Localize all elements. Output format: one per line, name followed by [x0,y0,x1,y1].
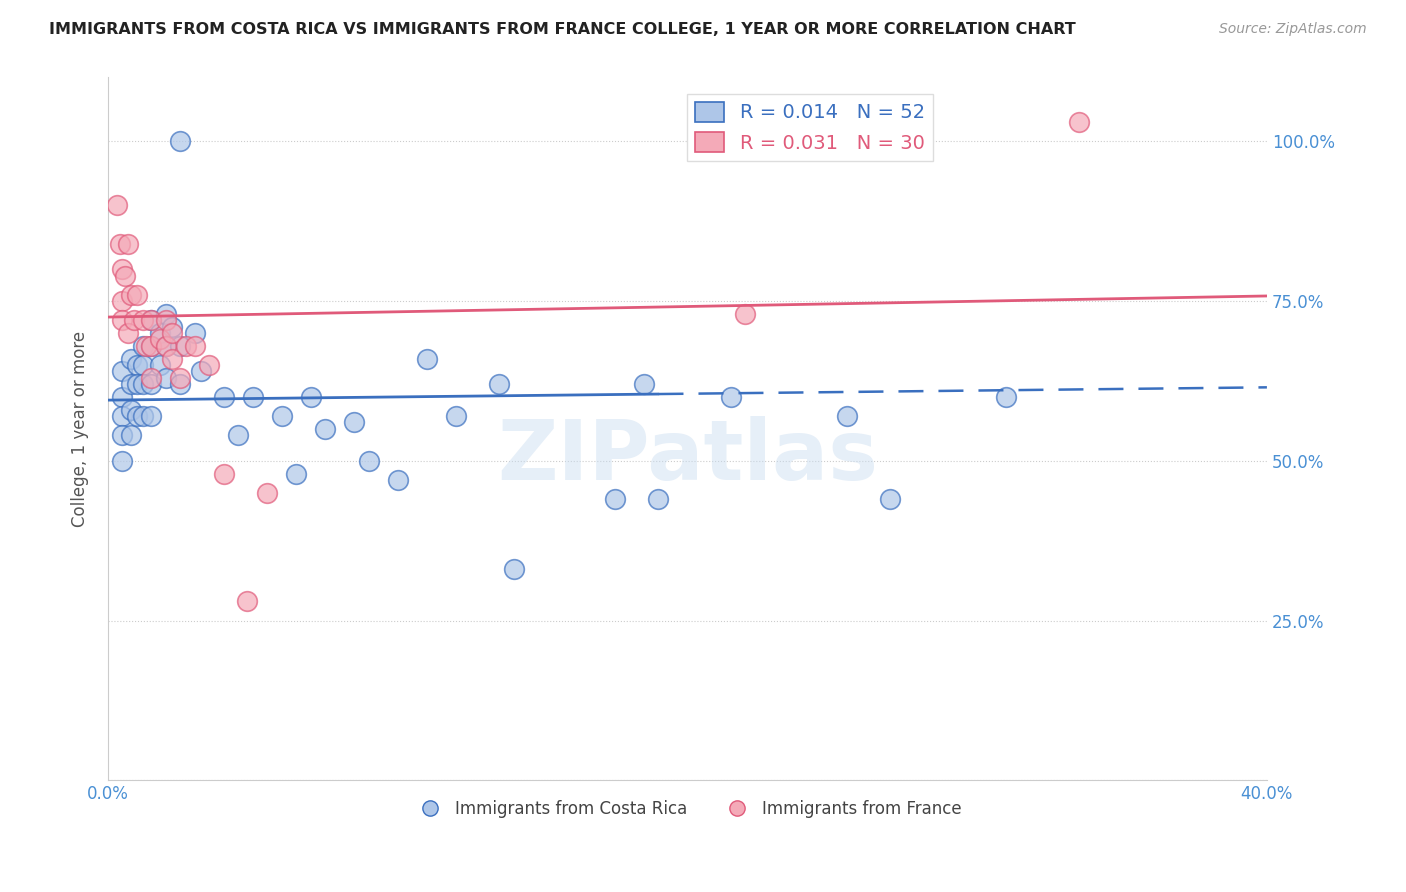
Point [125,358,148,372]
Point [633,377,655,392]
Point [228,428,250,442]
Point [132,409,155,423]
Point [111,454,134,468]
Point [734,307,756,321]
Point [132,339,155,353]
Point [125,377,148,392]
Point [155,307,177,321]
Point [155,370,177,384]
Point [141,339,163,353]
Point [132,358,155,372]
Point [117,326,139,340]
Point [212,467,235,481]
Point [444,409,467,423]
Point [155,313,177,327]
Point [120,428,142,442]
Point [125,287,148,301]
Point [184,326,207,340]
Point [111,313,134,327]
Point [149,326,172,340]
Point [149,358,172,372]
Point [111,390,134,404]
Point [122,313,145,327]
Point [299,390,322,404]
Point [169,377,191,392]
Point [141,370,163,384]
Text: IMMIGRANTS FROM COSTA RICA VS IMMIGRANTS FROM FRANCE COLLEGE, 1 YEAR OR MORE COR: IMMIGRANTS FROM COSTA RICA VS IMMIGRANTS… [49,22,1076,37]
Point [141,377,163,392]
Point [155,339,177,353]
Point [720,390,742,404]
Point [111,428,134,442]
Point [111,294,134,309]
Legend: Immigrants from Costa Rica, Immigrants from France: Immigrants from Costa Rica, Immigrants f… [406,793,969,825]
Point [879,492,901,507]
Point [415,351,437,366]
Point [198,358,221,372]
Point [149,333,172,347]
Point [108,236,131,251]
Text: ZIPatlas: ZIPatlas [496,417,877,498]
Point [160,319,183,334]
Point [132,313,155,327]
Point [111,364,134,378]
Point [647,492,669,507]
Point [174,339,197,353]
Point [357,454,380,468]
Point [160,351,183,366]
Point [169,370,191,384]
Point [387,473,409,487]
Point [835,409,858,423]
Point [242,390,264,404]
Point [120,287,142,301]
Point [141,313,163,327]
Point [995,390,1018,404]
Point [343,416,366,430]
Point [169,339,191,353]
Point [190,364,212,378]
Point [120,377,142,392]
Point [256,485,278,500]
Y-axis label: College, 1 year or more: College, 1 year or more [72,331,89,527]
Point [160,326,183,340]
Point [117,236,139,251]
Point [120,402,142,417]
Point [488,377,510,392]
Point [141,409,163,423]
Point [155,339,177,353]
Point [603,492,626,507]
Point [141,313,163,327]
Point [111,409,134,423]
Point [1067,115,1090,129]
Point [105,198,128,212]
Point [169,134,191,148]
Point [135,339,157,353]
Point [141,339,163,353]
Point [270,409,292,423]
Text: Source: ZipAtlas.com: Source: ZipAtlas.com [1219,22,1367,37]
Point [111,262,134,277]
Point [184,339,207,353]
Point [125,409,148,423]
Point [502,562,524,576]
Point [212,390,235,404]
Point [314,422,336,436]
Point [120,351,142,366]
Point [236,594,259,608]
Point [285,467,308,481]
Point [114,268,136,283]
Point [132,377,155,392]
